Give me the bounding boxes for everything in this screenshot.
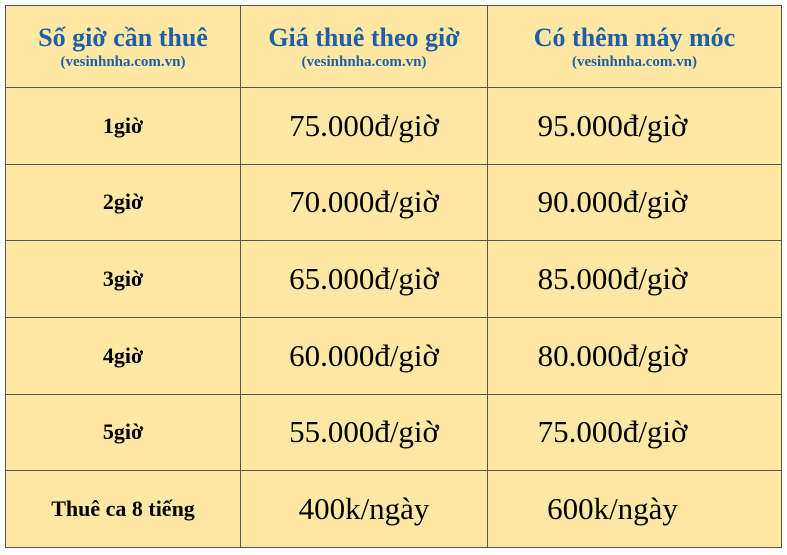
hours-cell: Thuê ca 8 tiếng: [5, 470, 241, 548]
header-cell: Số giờ cần thuê (vesinhnha.com.vn): [5, 5, 241, 88]
price-cell: 90.000đ/giờ: [487, 163, 782, 242]
price-cell: 85.000đ/giờ: [487, 240, 782, 318]
price-cell: 400k/ngày: [240, 470, 488, 548]
table-body: 1giờ 75.000đ/giờ 95.000đ/giờ 2giờ 70.000đ/gi…: [5, 87, 782, 548]
header-subtitle: (vesinhnha.com.vn): [60, 53, 186, 70]
price-cell: 70.000đ/giờ: [240, 163, 488, 242]
header-title: Giá thuê theo giờ: [268, 22, 460, 52]
table-row: 4giờ 60.000đ/giờ 80.000đ/giờ: [5, 316, 782, 395]
table-row: 5giờ 55.000đ/giờ 75.000đ/giờ: [5, 393, 782, 472]
price-cell: 55.000đ/giờ: [240, 393, 488, 472]
header-title: Có thêm máy móc: [533, 22, 736, 52]
header-cell: Giá thuê theo giờ (vesinhnha.com.vn): [240, 5, 488, 88]
price-table-container: Số giờ cần thuê (vesinhnha.com.vn) Giá thu…: [5, 5, 782, 548]
price-cell: 75.000đ/giờ: [240, 87, 488, 165]
price-cell: 60.000đ/giờ: [240, 316, 488, 395]
table-row: 2giờ 70.000đ/giờ 90.000đ/giờ: [5, 163, 782, 242]
header-subtitle: (vesinhnha.com.vn): [571, 53, 698, 70]
hours-cell: 1giờ: [5, 87, 241, 165]
header-row: Số giờ cần thuê (vesinhnha.com.vn) Giá thu…: [5, 5, 782, 88]
price-cell: 75.000đ/giờ: [487, 393, 782, 472]
hours-cell: 4giờ: [5, 316, 241, 395]
hours-cell: 5giờ: [5, 393, 241, 472]
price-cell: 80.000đ/giờ: [487, 316, 782, 395]
hours-cell: 3giờ: [5, 240, 241, 318]
header-subtitle: (vesinhnha.com.vn): [301, 53, 427, 70]
price-table: Số giờ cần thuê (vesinhnha.com.vn) Giá thu…: [5, 5, 782, 548]
header-title: Số giờ cần thuê: [38, 22, 208, 52]
hours-cell: 2giờ: [5, 163, 241, 242]
price-cell: 600k/ngày: [487, 470, 782, 548]
table-row: 3giờ 65.000đ/giờ 85.000đ/giờ: [5, 240, 782, 318]
price-cell: 65.000đ/giờ: [240, 240, 488, 318]
table-row: 1giờ 75.000đ/giờ 95.000đ/giờ: [5, 87, 782, 165]
price-cell: 95.000đ/giờ: [487, 87, 782, 165]
header-cell: Có thêm máy móc (vesinhnha.com.vn): [487, 5, 782, 88]
table-row: Thuê ca 8 tiếng 400k/ngày 600k/ngày: [5, 470, 782, 548]
